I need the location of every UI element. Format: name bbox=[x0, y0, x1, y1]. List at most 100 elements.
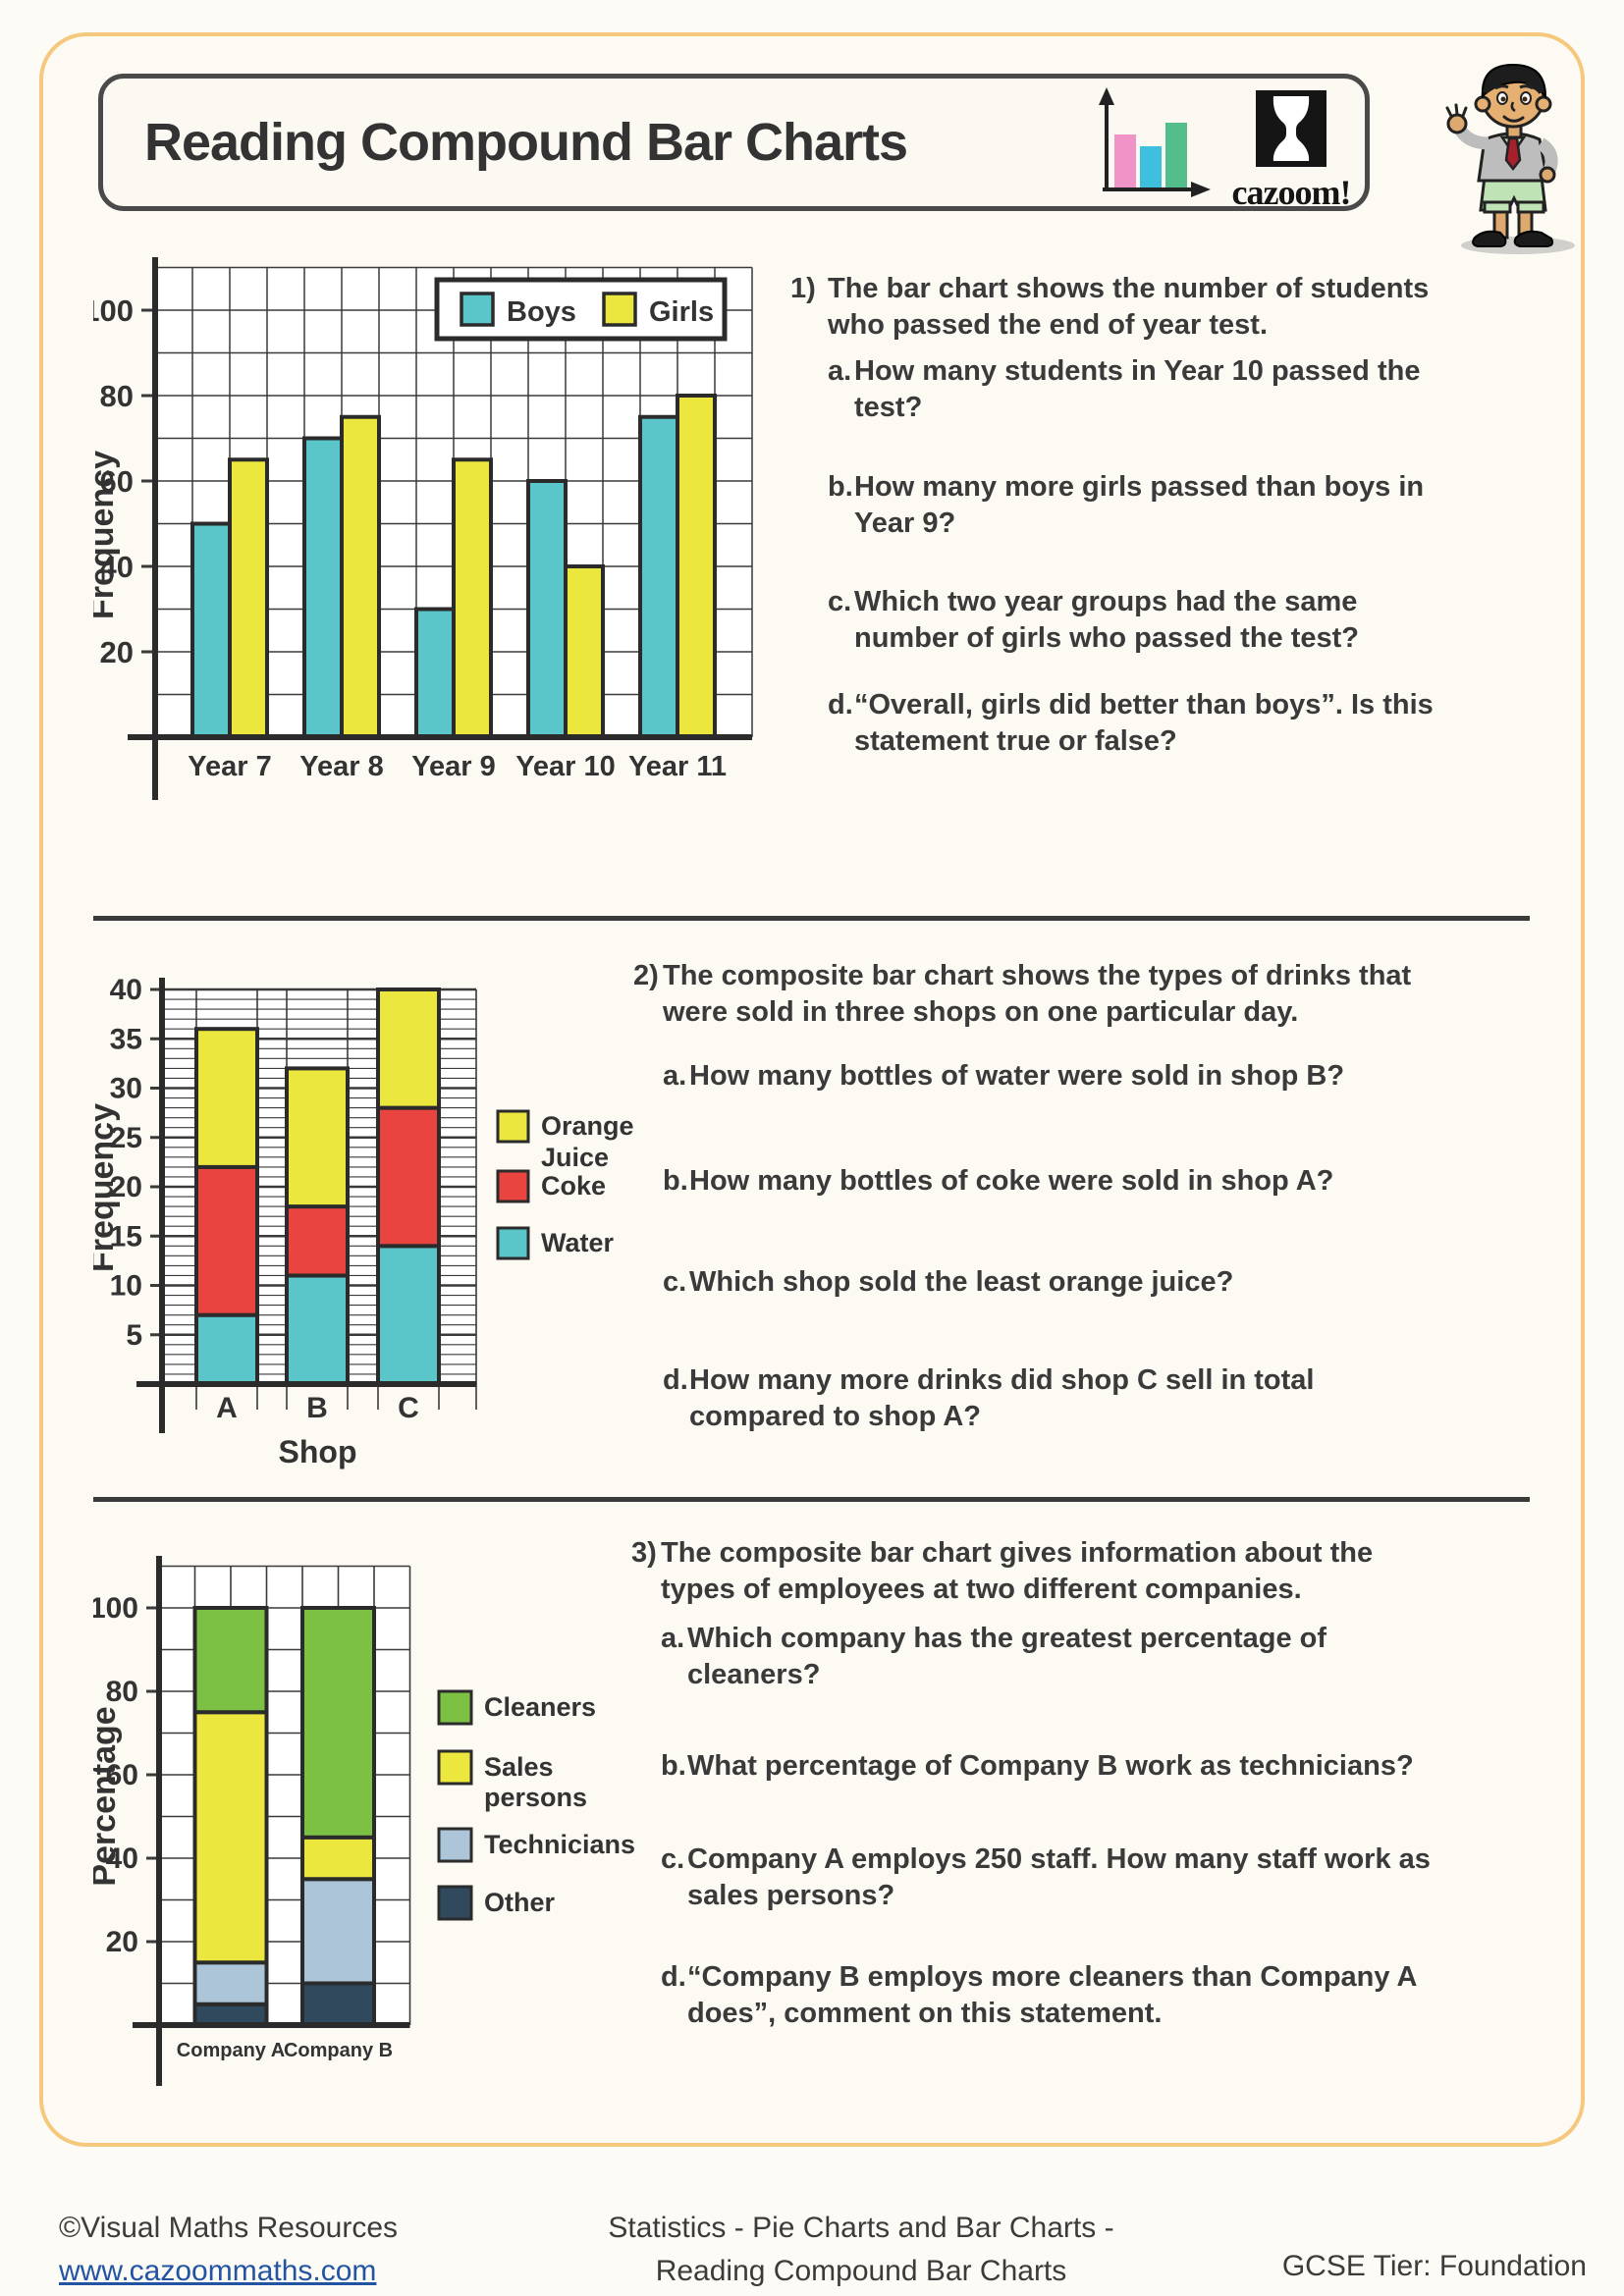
svg-text:Company A: Company A bbox=[177, 2040, 285, 2061]
footer-topic-line2: Reading Compound Bar Charts bbox=[655, 2255, 1067, 2287]
part-text: Which company has the greatest percentag… bbox=[687, 1623, 1327, 1690]
svg-text:80: 80 bbox=[106, 1676, 138, 1708]
question-3-intro: The composite bar chart gives informatio… bbox=[661, 1537, 1374, 1605]
mini-bar-chart-icon bbox=[1099, 87, 1211, 197]
svg-text:Girls: Girls bbox=[649, 296, 714, 328]
part-label: d. bbox=[663, 1364, 688, 1396]
question-1-part-c: c. Which two year groups had the same nu… bbox=[828, 584, 1359, 657]
svg-text:40: 40 bbox=[110, 974, 142, 1006]
footer: ©Visual Maths Resources www.cazoommaths.… bbox=[0, 2199, 1624, 2296]
svg-text:15: 15 bbox=[110, 1220, 142, 1253]
part-label: c. bbox=[661, 1843, 685, 1875]
part-text: How many more girls passed than boys in … bbox=[854, 471, 1425, 539]
svg-text:Year 10: Year 10 bbox=[515, 751, 616, 782]
footer-topic-line1: Statistics - Pie Charts and Bar Charts - bbox=[608, 2212, 1114, 2244]
question-1-intro: The bar chart shows the number of studen… bbox=[828, 273, 1430, 341]
part-label: d. bbox=[828, 689, 853, 721]
part-label: a. bbox=[663, 1060, 687, 1092]
svg-text:80: 80 bbox=[100, 379, 134, 413]
brand-name: cazoom! bbox=[1231, 173, 1352, 212]
question-2-part-b: b. How many bottles of coke were sold in… bbox=[663, 1163, 1333, 1200]
footer-website-link[interactable]: www.cazoommaths.com bbox=[59, 2255, 377, 2287]
part-text: Company A employs 250 staff. How many st… bbox=[687, 1843, 1431, 1911]
question-2-number: 2) bbox=[633, 960, 659, 991]
question-1-part-d: d. “Overall, girls did better than boys”… bbox=[828, 687, 1434, 760]
part-label: a. bbox=[661, 1623, 685, 1654]
part-label: b. bbox=[828, 471, 853, 503]
question-1-number: 1) bbox=[790, 273, 816, 304]
svg-text:5: 5 bbox=[126, 1319, 142, 1352]
svg-text:30: 30 bbox=[110, 1073, 142, 1105]
part-label: b. bbox=[661, 1750, 686, 1782]
svg-text:Shop: Shop bbox=[279, 1434, 357, 1469]
svg-text:35: 35 bbox=[110, 1023, 142, 1055]
question-3: 3) The composite bar chart gives informa… bbox=[631, 1535, 1564, 2029]
question-3-part-a: a. Which company has the greatest percen… bbox=[661, 1621, 1326, 1693]
svg-text:25: 25 bbox=[110, 1122, 142, 1154]
svg-text:20: 20 bbox=[100, 635, 134, 669]
part-label: a. bbox=[828, 355, 852, 387]
part-text: “Company B employs more cleaners than Co… bbox=[687, 1961, 1418, 2029]
title-box: Reading Compound Bar Charts cazoom! bbox=[98, 74, 1370, 212]
svg-text:100: 100 bbox=[93, 294, 134, 328]
question-2-part-d: d. How many more drinks did shop C sell … bbox=[663, 1362, 1315, 1435]
question-1-part-b: b. How many more girls passed than boys … bbox=[828, 469, 1424, 542]
svg-text:Cleaners: Cleaners bbox=[484, 1692, 596, 1722]
svg-text:Frequency: Frequency bbox=[93, 451, 121, 619]
question-3-part-b: b. What percentage of Company B work as … bbox=[661, 1748, 1414, 1785]
question-2: 2) The composite bar chart shows the typ… bbox=[633, 958, 1556, 1432]
part-text: Which two year groups had the same numbe… bbox=[854, 586, 1360, 654]
svg-text:Coke: Coke bbox=[541, 1171, 606, 1201]
svg-text:20: 20 bbox=[110, 1171, 142, 1203]
question-3-part-d: d. “Company B employs more cleaners than… bbox=[661, 1959, 1417, 2032]
question-3-part-c: c. Company A employs 250 staff. How many… bbox=[661, 1842, 1431, 1914]
svg-text:Company B: Company B bbox=[284, 2040, 393, 2061]
svg-text:B: B bbox=[306, 1392, 328, 1424]
svg-text:Water: Water bbox=[541, 1228, 615, 1257]
footer-copyright: ©Visual Maths Resources bbox=[59, 2212, 399, 2244]
part-text: “Overall, girls did better than boys”. I… bbox=[854, 689, 1434, 757]
svg-text:Other: Other bbox=[484, 1888, 556, 1917]
chart-students-passed: Year 7 Year 8 Year 9 Year 10 Year 11 20 40 60 80… bbox=[93, 257, 753, 800]
svg-text:20: 20 bbox=[106, 1926, 138, 1958]
part-text: Which shop sold the least orange juice? bbox=[689, 1266, 1234, 1298]
svg-text:Year 9: Year 9 bbox=[411, 751, 495, 782]
question-1-part-a: a. How many students in Year 10 passed t… bbox=[828, 353, 1420, 426]
part-text: What percentage of Company B work as tec… bbox=[687, 1750, 1414, 1782]
question-3-number: 3) bbox=[631, 1537, 657, 1569]
footer-tier: GCSE Tier: Foundation bbox=[1281, 2250, 1587, 2282]
svg-text:60: 60 bbox=[100, 464, 134, 499]
svg-text:100: 100 bbox=[93, 1592, 138, 1625]
page-title: Reading Compound Bar Charts bbox=[144, 113, 908, 172]
part-label: c. bbox=[663, 1266, 687, 1298]
svg-text:C: C bbox=[398, 1392, 419, 1424]
part-text: How many bottles of water were sold in s… bbox=[689, 1060, 1345, 1092]
svg-text:Frequency: Frequency bbox=[93, 1103, 121, 1272]
part-text: How many bottles of coke were sold in sh… bbox=[689, 1165, 1334, 1197]
svg-text:Year 8: Year 8 bbox=[299, 751, 383, 782]
part-text: How many students in Year 10 passed the … bbox=[854, 355, 1421, 423]
svg-text:Technicians: Technicians bbox=[484, 1830, 635, 1859]
svg-text:A: A bbox=[216, 1392, 238, 1424]
part-label: d. bbox=[661, 1961, 686, 1993]
svg-text:10: 10 bbox=[110, 1270, 142, 1303]
part-label: b. bbox=[663, 1165, 688, 1197]
logo-group bbox=[1085, 79, 1360, 206]
question-2-part-c: c. Which shop sold the least orange juic… bbox=[663, 1264, 1233, 1301]
question-1: 1) The bar chart shows the number of stu… bbox=[790, 271, 1576, 757]
svg-text:Percentage: Percentage bbox=[93, 1706, 123, 1886]
question-2-intro: The composite bar chart shows the types … bbox=[663, 960, 1412, 1028]
svg-text:Year 7: Year 7 bbox=[188, 751, 271, 782]
svg-text:Boys: Boys bbox=[507, 296, 576, 328]
chart-drinks-sold: A B C 5 10 15 20 25 30 35 40 Shop Frequency Orange Jui… bbox=[93, 974, 634, 1469]
cazoom-goblet-icon bbox=[1256, 90, 1326, 167]
question-2-part-a: a. How many bottles of water were sold i… bbox=[663, 1058, 1344, 1095]
student-mascot-illustration bbox=[1445, 63, 1575, 254]
section-divider-1 bbox=[93, 916, 1530, 921]
svg-text:40: 40 bbox=[106, 1842, 138, 1875]
section-divider-2 bbox=[93, 1497, 1530, 1502]
